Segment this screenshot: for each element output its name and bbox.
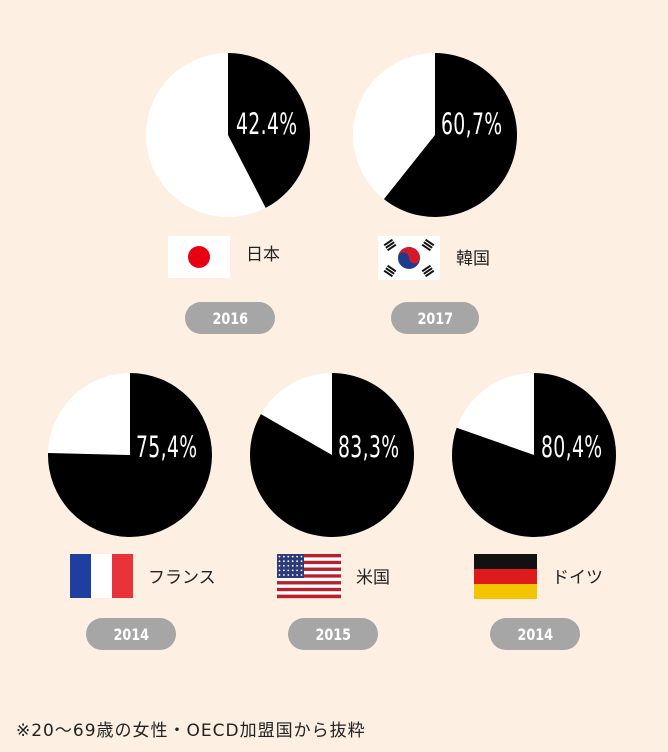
pie-slice-0 xyxy=(228,53,310,208)
germany-flag-icon xyxy=(474,554,537,599)
usa-flag-icon xyxy=(277,554,341,599)
year-badge-0: 2016 xyxy=(185,302,275,334)
footnote: ※20〜69歳の女性・OECD加盟国から抜粋 xyxy=(16,721,366,741)
france-flag-icon xyxy=(70,554,133,598)
year-badge-2: 2014 xyxy=(86,618,176,650)
country-label-4: ドイツ xyxy=(552,568,603,588)
pie-slice-4 xyxy=(452,373,616,537)
year-badge-1: 2017 xyxy=(391,302,479,334)
pie-slice-2 xyxy=(47,373,212,538)
pie-value-label-0: 42.4% xyxy=(236,107,298,141)
korea-flag-icon xyxy=(378,236,440,280)
pie-value-label-3: 83,3% xyxy=(338,430,400,464)
country-label-1: 韓国 xyxy=(456,249,490,269)
year-badge-3: 2015 xyxy=(288,618,378,650)
year-badge-4: 2014 xyxy=(490,618,580,650)
pie-value-label-4: 80,4% xyxy=(541,430,603,464)
japan-flag-icon xyxy=(168,236,230,278)
country-label-3: 米国 xyxy=(356,568,390,588)
country-label-2: フランス xyxy=(148,568,216,588)
country-label-0: 日本 xyxy=(246,245,280,265)
pie-value-label-2: 75,4% xyxy=(136,430,198,464)
pie-value-label-1: 60,7% xyxy=(441,107,503,141)
pie-slice-1 xyxy=(383,53,517,217)
pie-slice-3 xyxy=(249,373,414,537)
